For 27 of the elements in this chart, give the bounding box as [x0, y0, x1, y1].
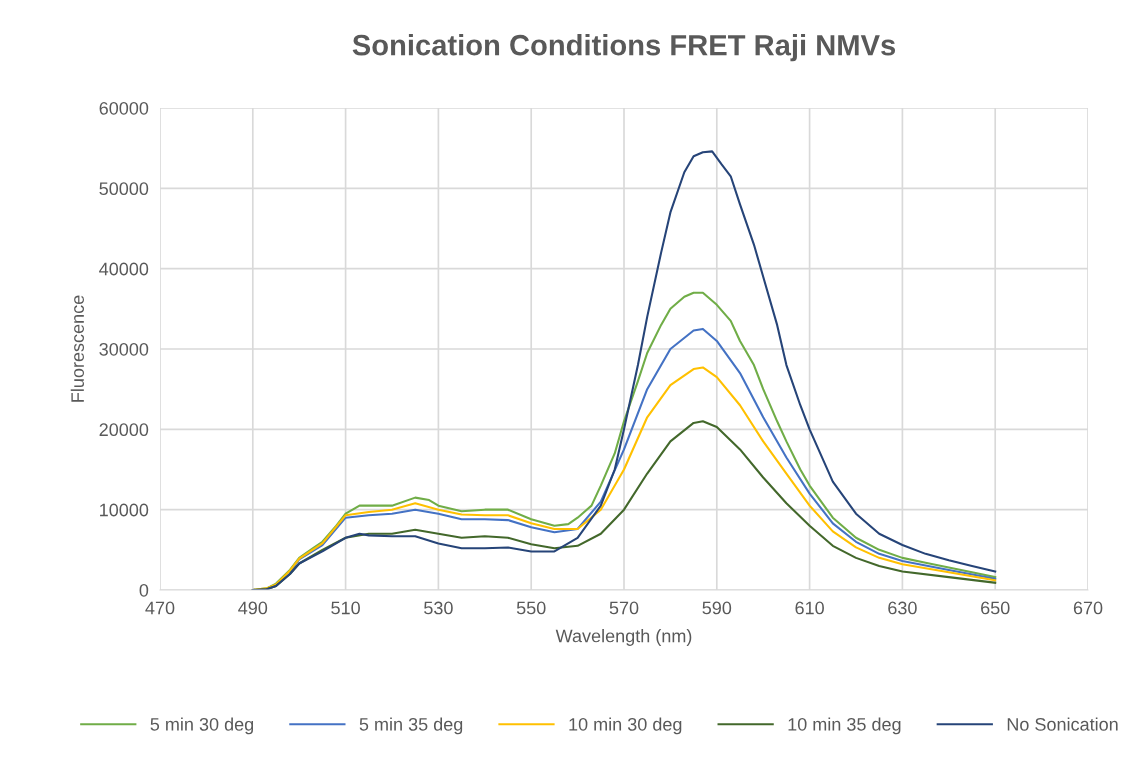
- y-tick-label: 30000: [99, 342, 149, 356]
- y-tick-label: 40000: [99, 262, 149, 276]
- y-tick-label: 0: [139, 583, 149, 597]
- x-tick-label: 630: [888, 601, 917, 615]
- legend-label: 5 min 35 deg: [359, 717, 463, 735]
- x-tick-label: 550: [516, 601, 546, 615]
- x-tick-label: 470: [145, 601, 175, 615]
- x-tick-label: 670: [1073, 601, 1103, 615]
- x-tick-label: 650: [981, 601, 1010, 615]
- x-tick-label: 490: [238, 601, 268, 615]
- x-axis-title: Wavelength (nm): [555, 629, 692, 646]
- y-tick-label: 50000: [99, 182, 149, 196]
- x-tick-label: 570: [609, 601, 639, 615]
- y-tick-label: 20000: [99, 423, 149, 437]
- chart-title: Sonication Conditions FRET Raji NMVs: [352, 34, 896, 62]
- legend-label: No Sonication: [1007, 717, 1118, 731]
- x-tick-label: 530: [424, 601, 453, 615]
- line-series: [288, 327, 997, 580]
- y-tick-label: 10000: [100, 503, 149, 517]
- x-tick-label: 590: [702, 601, 732, 615]
- y-axis-title: Fluorescence: [70, 295, 85, 402]
- y-tick-label: 60000: [99, 101, 149, 115]
- x-tick-label: 510: [331, 601, 360, 615]
- x-tick-label: 610: [795, 601, 824, 615]
- legend-label: 5 min 30 deg: [150, 717, 254, 735]
- legend-label: 10 min 35 deg: [788, 717, 901, 735]
- legend-label: 10 min 30 deg: [569, 717, 682, 735]
